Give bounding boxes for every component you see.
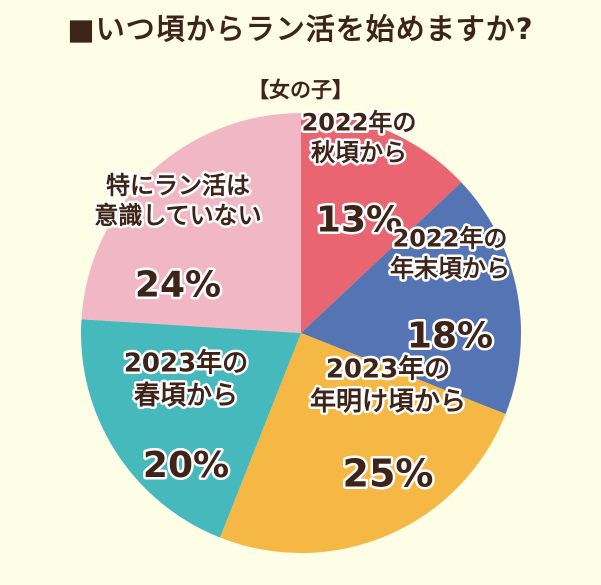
slice-label-1-line-2: 秋頃から (311, 138, 407, 166)
slice-label-3-line-1: 2023年の (326, 354, 450, 385)
slice-label-2-line-1: 2022年の (393, 224, 508, 252)
slice-value-4: 20% (143, 445, 229, 486)
slice-value-3: 25% (343, 452, 434, 496)
slice-label-3-line-2: 年明け頃から (310, 386, 466, 417)
pie-slice-4 (80, 319, 302, 538)
slice-label-2-line-2: 年末頃から (390, 254, 510, 282)
slice-label-4-line-2: 春頃から (134, 381, 238, 411)
chart-title: ■いつ頃からラン活を始めますか? (67, 12, 534, 46)
chart-subtitle: 【女の子】 (248, 78, 353, 102)
pie-slice-3 (220, 333, 506, 554)
slice-label-5-line-1: 特にラン活は (106, 171, 250, 199)
slice-label-1-line-1: 2022年の (302, 108, 417, 136)
pie-slice-2 (301, 182, 521, 414)
slice-value-1: 13% (316, 199, 402, 240)
pie-slice-5 (81, 113, 302, 333)
slice-value-2: 18% (407, 315, 493, 356)
pie-slice-1 (301, 113, 462, 333)
slice-label-5-line-2: 意識していない (94, 201, 261, 229)
slice-value-5: 24% (135, 264, 221, 305)
slice-label-4-line-1: 2023年の (124, 348, 248, 379)
